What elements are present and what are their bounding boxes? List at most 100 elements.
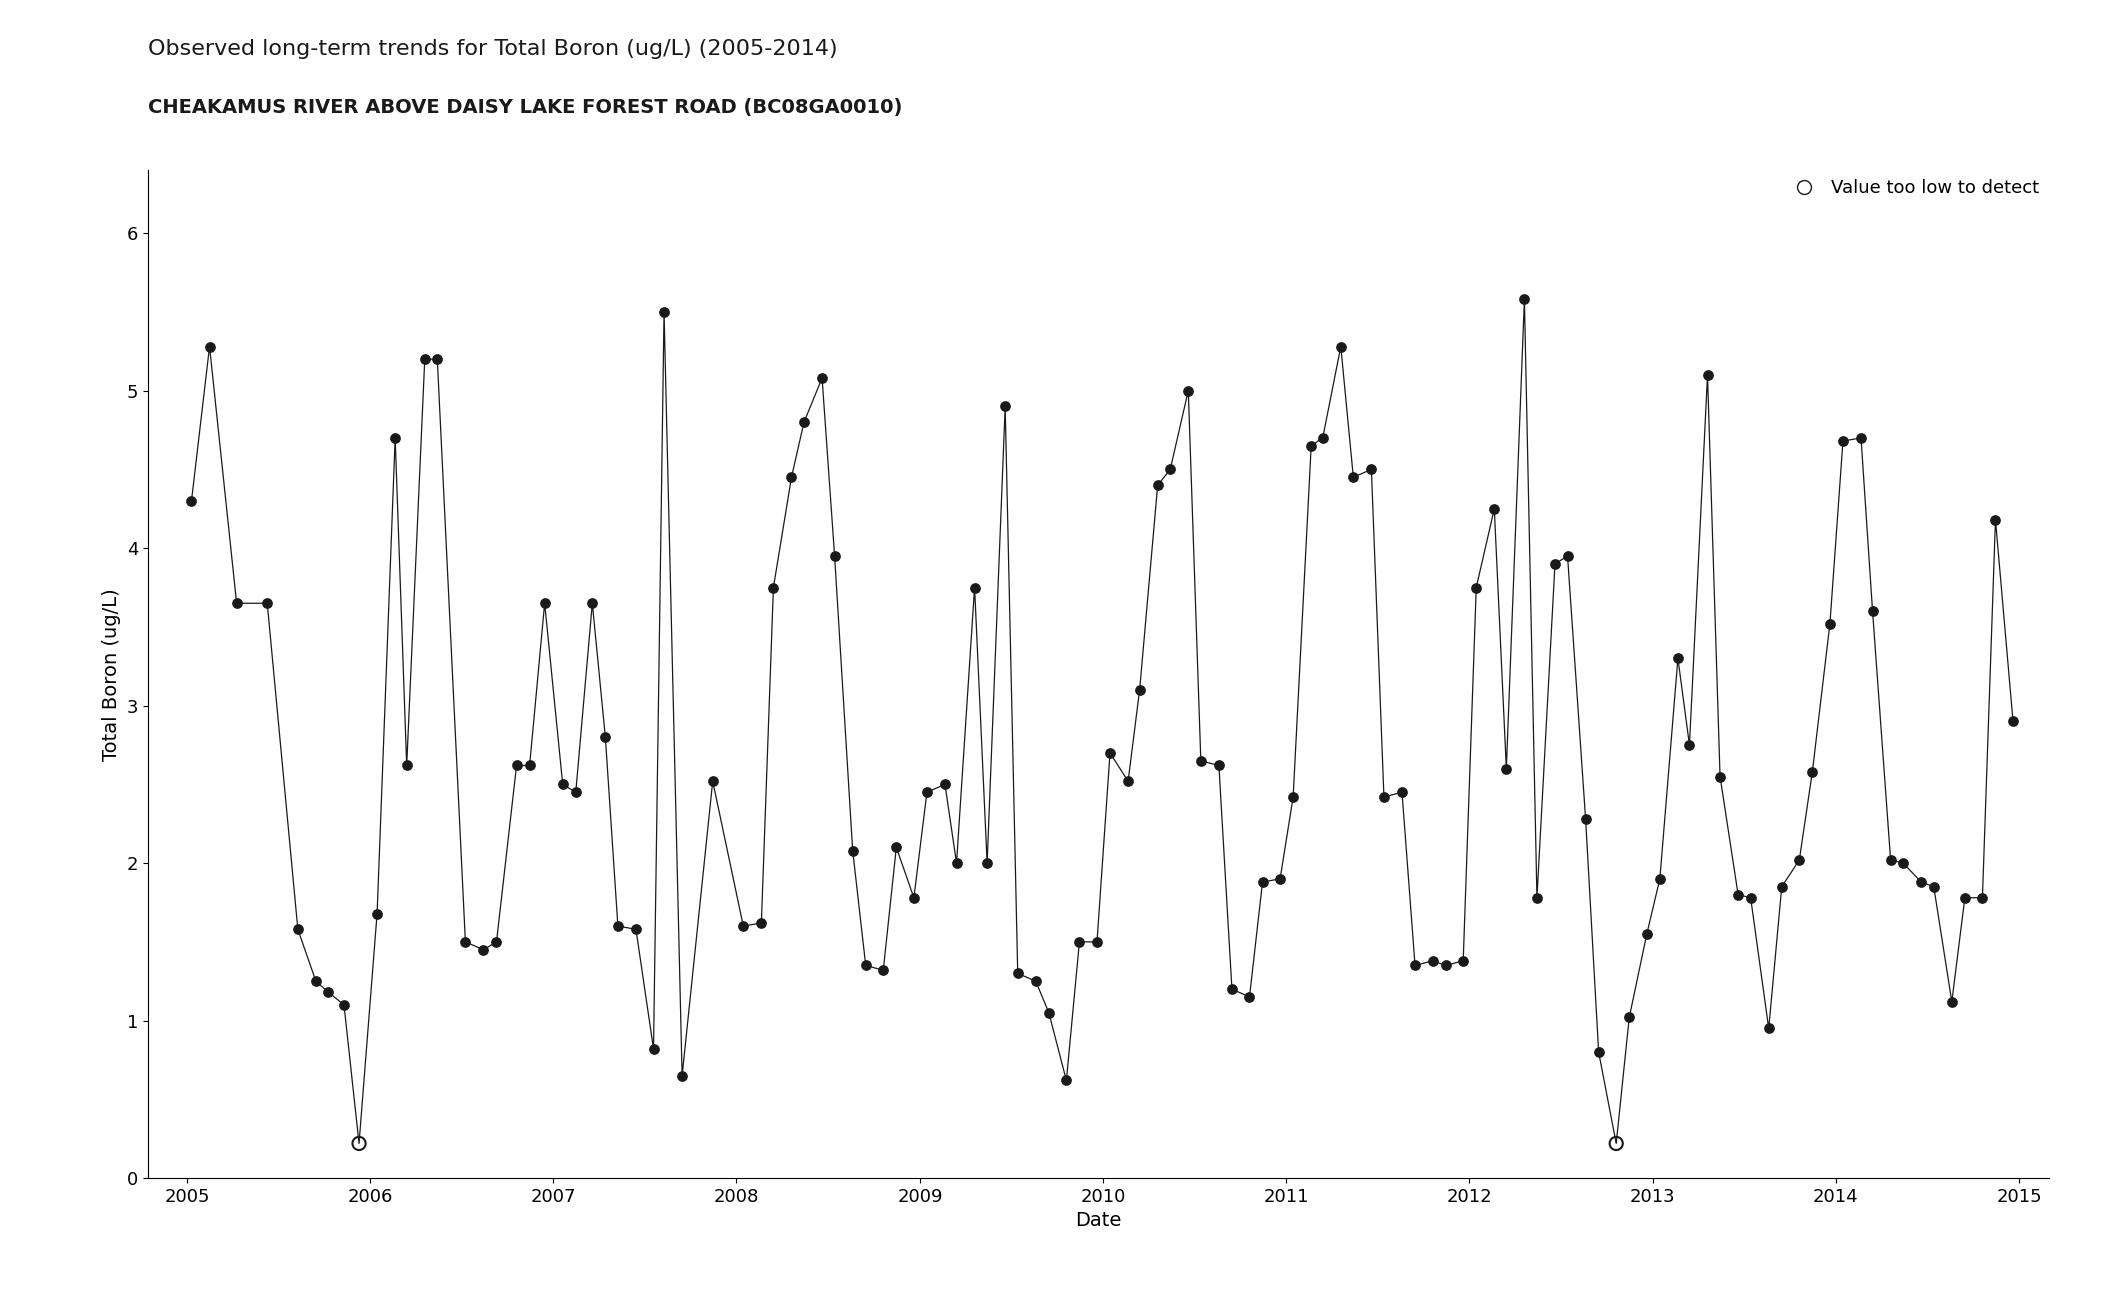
Point [342,1134,376,1155]
Point [602,916,636,937]
Point [1660,648,1694,669]
Point [1611,1007,1645,1028]
Point [1812,613,1846,635]
Point [1751,1018,1785,1039]
Point [665,1066,699,1086]
Point [1721,884,1755,905]
Point [1966,888,2000,908]
Point [1979,509,2013,530]
Point [636,1038,670,1059]
Y-axis label: Total Boron (ug/L): Total Boron (ug/L) [101,588,120,761]
Point [756,577,790,598]
Point [1033,1003,1067,1024]
Point [1111,771,1145,792]
Point [1324,336,1358,357]
Point [1447,950,1481,971]
Point [448,932,482,953]
Point [1459,577,1493,598]
Point [1202,755,1236,776]
Point [743,912,777,933]
Point [220,593,253,614]
Point [1783,850,1816,870]
Point [1918,876,1951,897]
Point [1630,924,1664,945]
Point [251,593,285,614]
Point [327,995,361,1016]
Point [1246,872,1280,893]
Point [192,336,226,357]
Point [1305,428,1339,449]
Point [1276,787,1309,808]
Point [378,428,412,449]
Point [1263,868,1297,889]
Point [1947,888,1981,908]
Point [420,348,454,369]
Point [927,774,961,795]
Point [836,840,870,861]
Point [775,467,809,488]
Point [1856,601,1890,622]
Point [408,348,441,369]
Point [1018,971,1052,992]
Point [560,781,593,802]
Point [574,593,608,614]
Point [281,919,315,940]
Point [1569,809,1603,830]
Point [1214,979,1248,1000]
Point [957,577,991,598]
Point [619,919,653,940]
Point [1643,868,1677,889]
Point [1385,781,1419,802]
Point [788,412,822,433]
Text: CHEAKAMUS RIVER ABOVE DAISY LAKE FOREST ROAD (BC08GA0010): CHEAKAMUS RIVER ABOVE DAISY LAKE FOREST … [148,98,902,118]
Point [1428,956,1462,977]
Point [879,836,912,857]
Point [805,368,838,389]
Point [479,932,513,953]
Point [175,491,209,512]
Point [1538,554,1571,575]
Point [988,395,1022,416]
Point [1844,428,1878,449]
Point [528,593,562,614]
Point [1734,888,1768,908]
Point [1599,1134,1633,1155]
Point [1094,742,1128,763]
Point [866,959,900,980]
Point [1079,932,1113,953]
Point [646,301,680,322]
Point [1415,950,1449,971]
Point [1366,787,1400,808]
Point [361,903,395,924]
Point [1550,546,1584,567]
Point [1185,750,1219,771]
Text: Observed long-term trends for Total Boron (ug/L) (2005-2014): Observed long-term trends for Total Boro… [148,39,838,59]
Point [1062,932,1096,953]
Point [1766,876,1799,897]
Point [695,771,729,792]
Point [969,852,1003,873]
Point [300,971,334,992]
Point [1337,467,1371,488]
Point [1233,987,1267,1008]
Point [1905,872,1939,893]
Point [940,852,974,873]
Point [1673,734,1706,755]
Point [1050,1069,1083,1090]
Point [1996,711,2030,732]
X-axis label: Date: Date [1075,1211,1121,1230]
Point [1478,499,1512,520]
Point [1001,963,1035,984]
Point [1489,758,1523,779]
Point [1140,475,1174,496]
Point [501,755,534,776]
Point [313,982,346,1003]
Point [1702,766,1736,787]
Point [1582,1042,1616,1063]
Point [1521,888,1554,908]
Point [1295,436,1328,457]
Point [1354,459,1388,480]
Point [898,888,931,908]
Point [391,755,425,776]
Point [1508,289,1542,310]
